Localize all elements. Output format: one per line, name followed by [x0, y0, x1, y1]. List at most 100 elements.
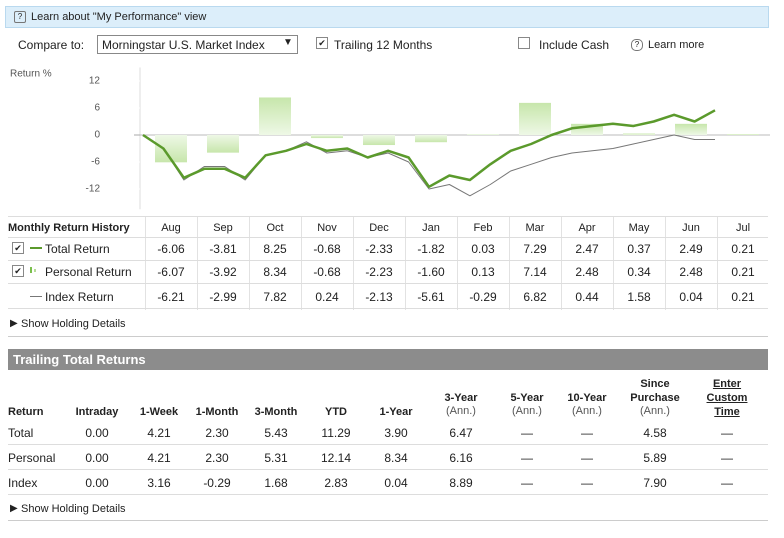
column-header: Return [8, 406, 44, 418]
y-tick-label: 0 [94, 130, 100, 141]
cell-value: -2.99 [209, 290, 237, 304]
row-checkbox[interactable]: ✔ [12, 265, 24, 277]
month-header: Jan [422, 222, 440, 234]
cell-value: 11.29 [321, 426, 351, 440]
cell-value: 4.21 [147, 426, 171, 440]
cell-value: 0.44 [575, 290, 599, 304]
cell-value: 0.04 [679, 290, 703, 304]
y-axis-label: Return % [10, 69, 52, 80]
cell-value: 6.47 [449, 426, 473, 440]
month-header: Sep [213, 222, 233, 234]
expand-arrow: ▶ [10, 503, 18, 514]
cell-value: 0.00 [85, 426, 109, 440]
bar [727, 134, 759, 135]
cell-value: 0.37 [627, 242, 651, 256]
learn-link[interactable]: Learn about "My Performance" view [31, 11, 207, 23]
cell-value: 6.16 [449, 451, 473, 465]
column-header: 1-Year [379, 406, 413, 418]
bar [207, 135, 239, 153]
col-divider [145, 217, 146, 310]
details-link[interactable]: Show Holding Details [21, 503, 126, 515]
cell-value: -6.06 [157, 242, 185, 256]
expand-arrow: ▶ [10, 318, 18, 329]
month-header: Nov [317, 222, 337, 234]
bar [571, 123, 603, 135]
cell-value: 2.48 [679, 265, 703, 279]
row-rule [8, 494, 768, 495]
month-header: Feb [473, 222, 493, 234]
cell-value: 5.31 [264, 451, 288, 465]
cell-value: -0.68 [313, 265, 341, 279]
cell-value: 8.34 [384, 451, 408, 465]
dropdown-arrow: ▼ [283, 37, 293, 48]
cell-value: 3.16 [147, 476, 171, 490]
cash-checkbox[interactable] [518, 37, 530, 49]
cell-value: -2.13 [365, 290, 393, 304]
cell-value: 6.82 [523, 290, 547, 304]
cell-value: — [721, 476, 733, 490]
cell-value: 4.21 [147, 451, 171, 465]
legend-line [30, 296, 42, 297]
row-rule [8, 260, 768, 261]
cell-value: 12.14 [320, 451, 352, 465]
cell-value: 0.04 [384, 476, 408, 490]
cell-value: — [581, 476, 593, 490]
cell-value: — [521, 476, 533, 490]
details-link[interactable]: Show Holding Details [21, 318, 126, 330]
cell-value: — [581, 451, 593, 465]
cell-value: 7.14 [523, 265, 547, 279]
month-header: Aug [161, 222, 181, 234]
section-bar [8, 349, 768, 370]
cell-value: 0.34 [627, 265, 651, 279]
row-rule [8, 469, 768, 470]
help-icon: ? [631, 39, 643, 51]
cell-value: 0.13 [471, 265, 495, 279]
bar [363, 135, 395, 146]
rule [8, 336, 768, 337]
bar [675, 123, 707, 135]
cell-value: 0.21 [731, 265, 755, 279]
y-tick-label: -12 [86, 184, 101, 195]
cell-value: 2.30 [205, 426, 229, 440]
compare-select[interactable] [97, 35, 298, 54]
col-divider [353, 217, 354, 310]
y-tick-label: 12 [89, 76, 101, 87]
legend-bar [34, 269, 36, 272]
row-rule [8, 283, 768, 284]
cell-value: 4.58 [643, 426, 667, 440]
row-name: Total [8, 426, 34, 440]
month-header: Apr [578, 222, 596, 234]
bar [467, 134, 499, 135]
row-name: Personal [8, 451, 56, 465]
row-rule [8, 444, 768, 445]
trailing-checkbox[interactable]: ✔ [316, 37, 328, 49]
bar [311, 135, 343, 139]
cell-value: -2.33 [365, 242, 393, 256]
cell-value: -0.29 [469, 290, 497, 304]
cell-value: 5.43 [264, 426, 288, 440]
cell-value: 2.83 [324, 476, 348, 490]
learn-bar[interactable] [5, 6, 769, 28]
y-tick-label: -6 [91, 157, 100, 168]
column-header[interactable]: Enter Custom Time [706, 378, 748, 418]
cell-value: 0.00 [85, 476, 109, 490]
learn-more-link[interactable]: Learn more [648, 39, 705, 51]
col-divider [249, 217, 250, 310]
month-header: Oct [266, 222, 284, 234]
column-header: Since Purchase [630, 378, 680, 404]
cell-value: — [721, 426, 733, 440]
cell-value: -1.82 [417, 242, 445, 256]
column-header: Intraday [75, 406, 119, 418]
column-header: 5-Year [510, 392, 544, 404]
cell-value: 8.89 [449, 476, 473, 490]
col-divider [561, 217, 562, 310]
cell-value: — [581, 426, 593, 440]
row-checkbox[interactable]: ✔ [12, 242, 24, 254]
month-header: Jul [735, 222, 751, 234]
column-header: 1-Month [195, 406, 239, 418]
column-subheader: (Ann.) [446, 405, 476, 417]
cell-value: 7.90 [643, 476, 667, 490]
compare-value: Morningstar U.S. Market Index [102, 38, 265, 52]
row-name: Total Return [45, 242, 110, 256]
